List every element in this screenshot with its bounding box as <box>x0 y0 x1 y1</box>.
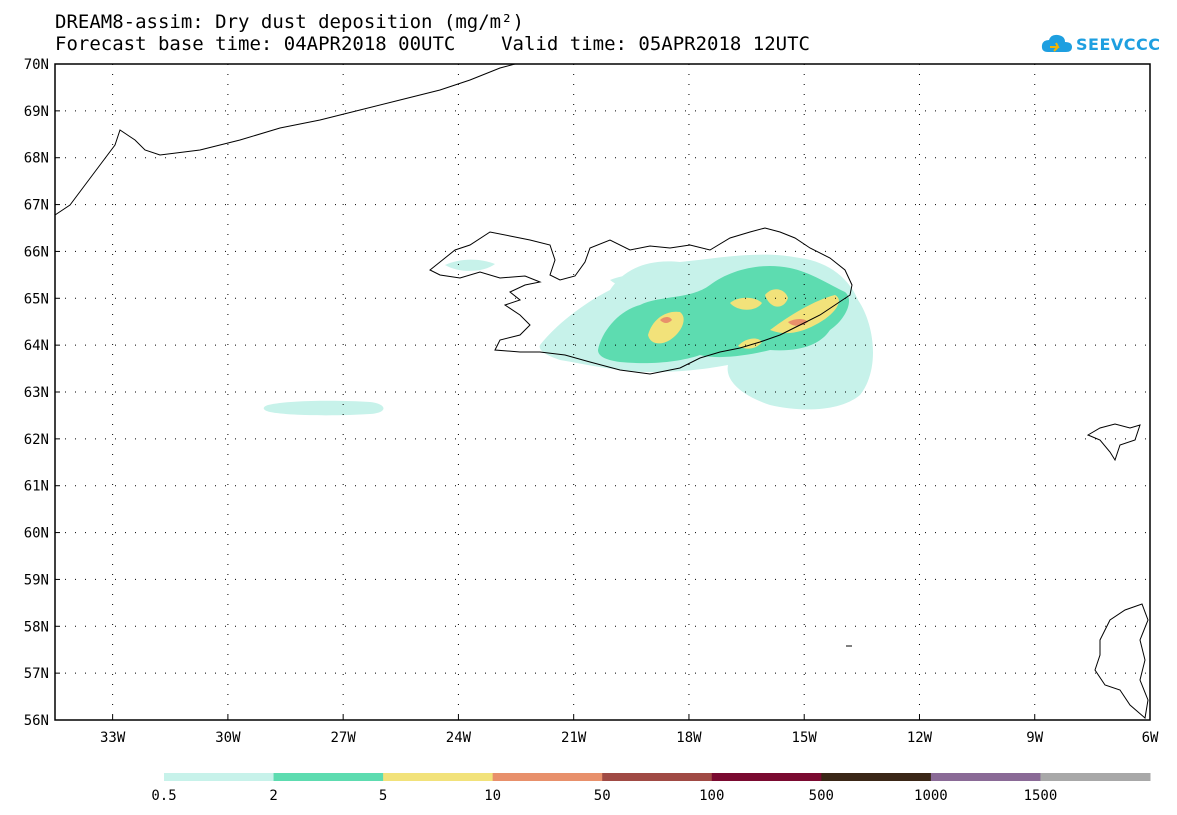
lon-tick-label: 21W <box>561 730 587 746</box>
lat-tick-label: 67N <box>24 198 49 214</box>
colorbar-swatch <box>930 773 1041 781</box>
lat-tick-label: 66N <box>24 244 49 260</box>
cloud-icon <box>1041 34 1072 52</box>
scotland-coastline <box>1094 603 1149 719</box>
dust-contour-0-5 <box>610 274 670 290</box>
lon-tick-label: 9W <box>1026 730 1043 746</box>
colorbar-label: 2 <box>269 788 277 804</box>
map-frame <box>54 63 1151 721</box>
lon-tick-label: 12W <box>907 730 933 746</box>
colorbar: 0.5 2 5 10 50 100 500 1000 1500 <box>151 773 1151 804</box>
iceland-coastline <box>429 227 853 375</box>
colorbar-swatch <box>273 773 384 781</box>
lat-tick-label: 70N <box>24 57 49 73</box>
lon-tick-label: 33W <box>100 730 126 746</box>
lon-tick-label: 15W <box>792 730 818 746</box>
colorbar-swatch <box>164 773 275 781</box>
lat-tick-label: 58N <box>24 619 49 635</box>
colorbar-label: 500 <box>809 788 834 804</box>
dust-contour-5 <box>730 297 762 310</box>
graticule-grid <box>55 63 1151 721</box>
lat-tick-label: 63N <box>24 385 49 401</box>
logo-text: SEEVCCC <box>1076 35 1161 54</box>
colorbar-swatch <box>383 773 494 781</box>
lon-tick-label: 24W <box>446 730 472 746</box>
dust-contour-10 <box>660 317 672 323</box>
colorbar-label: 100 <box>699 788 724 804</box>
dust-deposition-fields <box>263 254 873 416</box>
colorbar-swatch <box>602 773 713 781</box>
lat-tick-label: 57N <box>24 666 49 682</box>
dust-contour-5 <box>765 289 788 307</box>
lat-tick-label: 61N <box>24 479 49 495</box>
lon-tick-label: 18W <box>676 730 702 746</box>
dust-contour-10 <box>788 319 808 326</box>
lat-tick-label: 68N <box>24 151 49 167</box>
lon-tick-label: 27W <box>331 730 357 746</box>
faroe-coastline <box>1086 423 1141 462</box>
lat-tick-label: 60N <box>24 526 49 542</box>
colorbar-label: 1500 <box>1024 788 1058 804</box>
colorbar-swatch <box>492 773 603 781</box>
greenland-coastline <box>54 63 516 216</box>
lat-tick-label: 69N <box>24 104 49 120</box>
colorbar-swatch <box>711 773 822 781</box>
dust-contour-0-5 <box>263 400 384 416</box>
colorbar-label: 10 <box>484 788 501 804</box>
colorbar-label: 0.5 <box>151 788 176 804</box>
colorbar-label: 5 <box>379 788 387 804</box>
colorbar-label: 50 <box>594 788 611 804</box>
colorbar-swatch <box>821 773 932 781</box>
colorbar-label: 1000 <box>914 788 948 804</box>
dust-contour-5 <box>648 311 684 344</box>
dust-contour-0-5 <box>445 259 495 271</box>
map-title: DREAM8-assim: Dry dust deposition (mg/m²… <box>55 11 524 33</box>
lat-tick-label: 62N <box>24 432 49 448</box>
colorbar-swatch <box>1040 773 1151 781</box>
lat-tick-label: 56N <box>24 713 49 729</box>
lat-tick-label: 65N <box>24 291 49 307</box>
longitude-labels: 33W 30W 27W 24W 21W 18W 15W 12W 9W 6W <box>100 730 1159 746</box>
seevccc-logo: SEEVCCC <box>1040 30 1160 58</box>
lat-tick-label: 64N <box>24 338 49 354</box>
dust-contour-5 <box>738 338 762 349</box>
lat-tick-label: 59N <box>24 572 49 588</box>
lon-tick-label: 6W <box>1142 730 1159 746</box>
map-subtitle: Forecast base time: 04APR2018 00UTC Vali… <box>55 33 810 55</box>
latitude-labels: 70N 69N 68N 67N 66N 65N 64N 63N 62N 61N 60N 59N 58N 5… <box>24 57 49 729</box>
lon-tick-label: 30W <box>215 730 241 746</box>
coastlines <box>54 63 1149 719</box>
